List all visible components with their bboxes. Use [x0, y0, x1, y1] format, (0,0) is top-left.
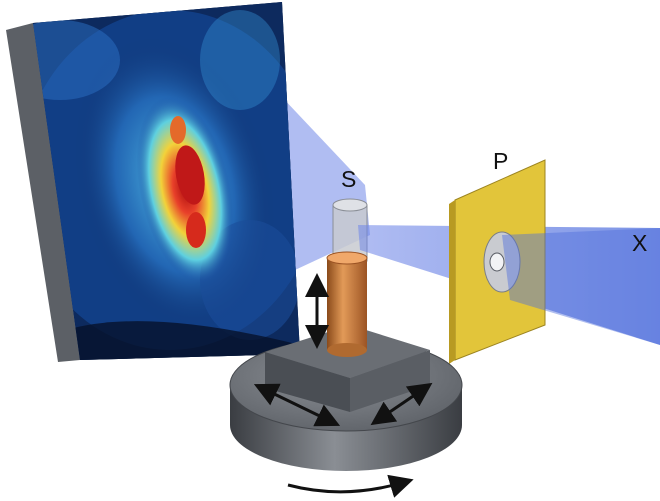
rotation-arrow: [287, 474, 414, 498]
label-plate: P: [493, 148, 509, 174]
horizontal-translation-arrow-right: [370, 382, 433, 426]
label-sample: S: [341, 166, 357, 192]
detector-panel: [6, 2, 300, 362]
beam-through-plate: [502, 228, 660, 345]
horizontal-translation-arrow-left: [253, 383, 341, 427]
label-xray: X: [632, 230, 648, 256]
sample-pin: [326, 251, 368, 357]
motion-arrows: [253, 273, 433, 498]
slit-plate: [449, 159, 546, 364]
